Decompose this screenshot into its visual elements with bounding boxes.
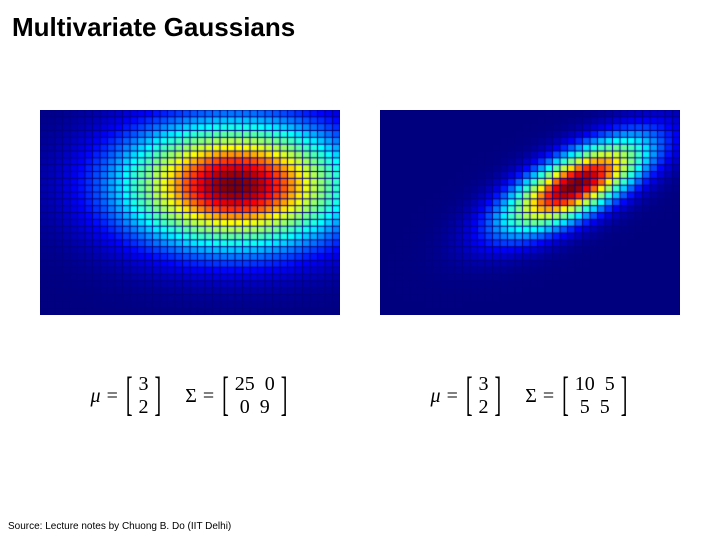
sigma-matrix-right: [ 10 5 5 5 ] — [560, 373, 629, 419]
bracket-open-icon: [ — [464, 368, 475, 423]
equals-sign: = — [203, 385, 214, 408]
mu-value: 3 — [479, 373, 489, 396]
sigma-value: 0 — [240, 396, 250, 419]
heatmap-right — [380, 110, 680, 315]
bracket-open-icon: [ — [220, 368, 231, 423]
sigma-value: 5 — [605, 373, 615, 396]
sigma-value: 5 — [600, 396, 610, 419]
sigma-value: 0 — [265, 373, 275, 396]
equals-sign: = — [543, 385, 554, 408]
source-caption: Source: Lecture notes by Chuong B. Do (I… — [8, 521, 231, 532]
sigma-value: 5 — [580, 396, 590, 419]
mu-value: 2 — [139, 396, 149, 419]
mu-value: 3 — [139, 373, 149, 396]
panel-row: μ = [ 3 2 ] Σ = [ 25 — [0, 110, 720, 419]
heatmap-left — [40, 110, 340, 315]
equals-sign: = — [447, 385, 458, 408]
mu-value: 2 — [479, 396, 489, 419]
mu-symbol: μ — [431, 385, 441, 408]
bracket-close-icon: ] — [493, 368, 504, 423]
mu-matrix-right: [ 3 2 ] — [464, 373, 503, 419]
panel-right: μ = [ 3 2 ] Σ = [ 10 — [380, 110, 680, 419]
sigma-symbol: Σ — [525, 385, 537, 408]
bracket-close-icon: ] — [619, 368, 630, 423]
bracket-open-icon: [ — [124, 368, 135, 423]
mu-matrix-left: [ 3 2 ] — [124, 373, 163, 419]
panel-left: μ = [ 3 2 ] Σ = [ 25 — [40, 110, 340, 419]
bracket-close-icon: ] — [153, 368, 164, 423]
equals-sign: = — [107, 385, 118, 408]
bracket-close-icon: ] — [279, 368, 290, 423]
slide-root: Multivariate Gaussians μ = [ 3 2 ] Σ = — [0, 0, 720, 540]
sigma-value: 9 — [260, 396, 270, 419]
mu-symbol: μ — [91, 385, 101, 408]
equation-right: μ = [ 3 2 ] Σ = [ 10 — [431, 373, 630, 419]
sigma-value: 10 — [575, 373, 595, 396]
sigma-matrix-left: [ 25 0 0 9 ] — [220, 373, 289, 419]
bracket-open-icon: [ — [560, 368, 571, 423]
sigma-symbol: Σ — [185, 385, 197, 408]
equation-left: μ = [ 3 2 ] Σ = [ 25 — [91, 373, 290, 419]
sigma-value: 25 — [235, 373, 255, 396]
page-title: Multivariate Gaussians — [12, 12, 295, 43]
